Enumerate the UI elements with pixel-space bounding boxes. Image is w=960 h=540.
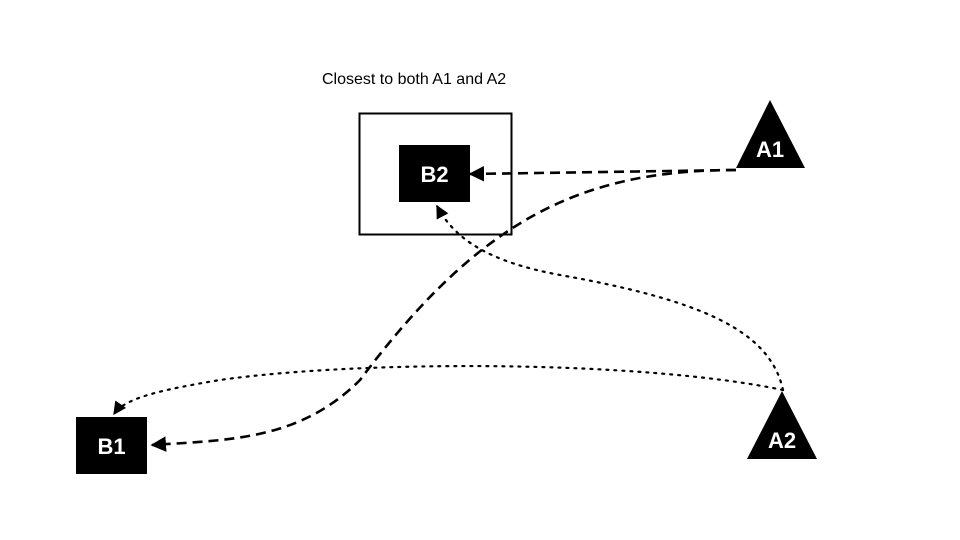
node-a1-triangle xyxy=(736,100,805,168)
caption-text: Closest to both A1 and A2 xyxy=(322,71,506,88)
node-b2-label: B2 xyxy=(420,162,448,187)
edge-a1-to-b2 xyxy=(468,165,737,182)
node-b1-label: B1 xyxy=(97,434,125,459)
node-a2[interactable]: A2 xyxy=(747,391,817,459)
node-b2-square xyxy=(399,145,470,202)
node-a1[interactable]: A1 xyxy=(736,100,805,168)
node-a2-label: A2 xyxy=(768,428,796,453)
edge-a2-to-b1 xyxy=(112,364,785,416)
node-b2[interactable]: B2 xyxy=(399,145,470,202)
edge-a1-to-b1 xyxy=(150,168,737,452)
node-b1-square xyxy=(76,417,147,474)
node-b1[interactable]: B1 xyxy=(76,417,147,474)
edge-a2-to-b2 xyxy=(435,204,785,392)
node-a1-label: A1 xyxy=(756,137,784,162)
node-a2-triangle xyxy=(747,391,817,459)
